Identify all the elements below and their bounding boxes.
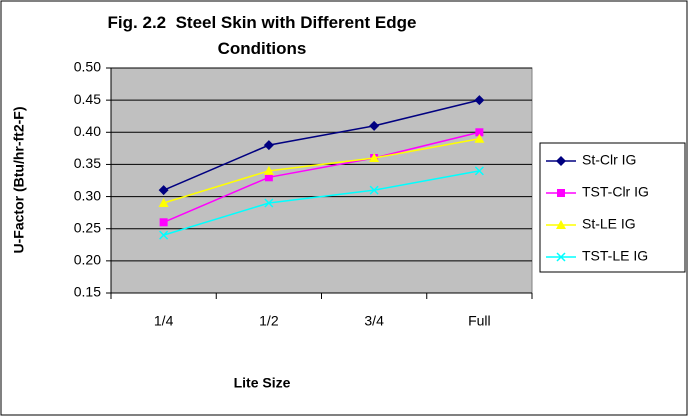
data-point [159,218,168,227]
series-line [163,131,480,223]
data-point [264,173,273,182]
legend-label: TST-Clr IG [582,184,649,200]
legend-label: St-Clr IG [582,152,636,168]
data-point [263,140,274,151]
y-tick-label: 0.45 [74,91,101,107]
data-point [263,165,274,175]
series-line [163,99,480,191]
data-point [369,153,380,162]
x-tick-label: Full [468,313,491,329]
x-tick-label: 1/2 [259,313,279,329]
data-point [159,230,169,240]
data-point [369,120,380,131]
series-line [163,170,480,236]
legend-marker [556,252,566,262]
data-point [475,128,484,137]
data-point [474,95,485,106]
data-point [474,166,484,176]
y-tick-label: 0.40 [74,123,101,139]
legend-label: St-LE IG [582,216,636,232]
data-point [474,133,485,143]
x-tick-label: 1/4 [154,313,174,329]
y-tick-label: 0.35 [74,155,101,171]
x-tick-label: 3/4 [364,313,384,329]
series-line [163,137,480,204]
chart-title: Fig. 2.2 Steel Skin with Different Edge … [107,13,422,58]
x-axis-label: Lite Size [234,375,291,391]
data-point [158,198,169,207]
y-axis-label: U-Factor (Btu/hr-ft2-F) [11,107,27,254]
y-tick-label: 0.30 [74,187,101,203]
y-tick-label: 0.50 [74,59,101,75]
legend-label: TST-LE IG [582,248,648,264]
y-tick-label: 0.20 [74,252,101,268]
data-point [264,198,274,208]
data-point [158,185,169,196]
legend-marker [557,189,565,197]
legend-marker [556,220,566,229]
legend-box [539,142,686,273]
legend-marker [556,156,566,166]
plot-area [110,67,533,294]
data-point [369,185,379,195]
y-tick-label: 0.15 [74,284,101,300]
y-tick-label: 0.25 [74,219,101,235]
